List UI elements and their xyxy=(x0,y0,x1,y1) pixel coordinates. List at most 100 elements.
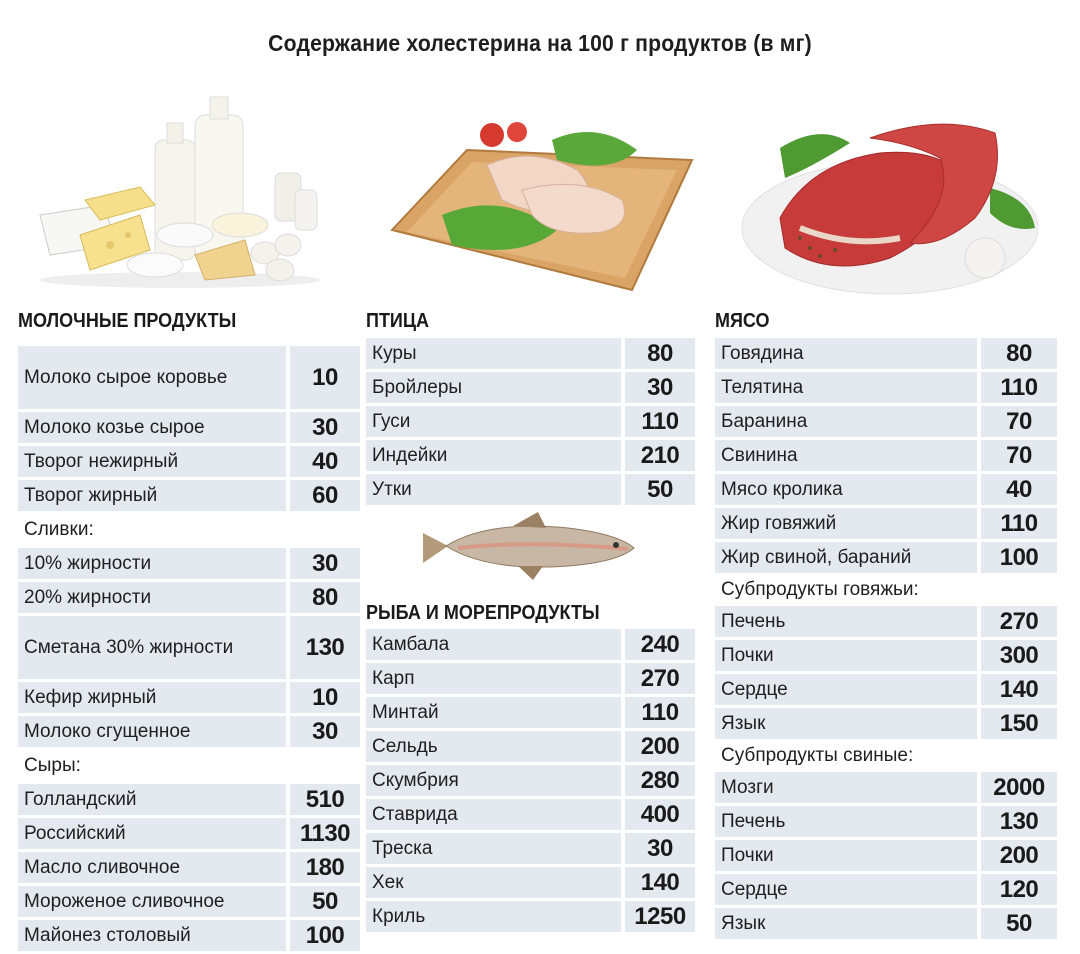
product-name: Хек xyxy=(366,867,621,898)
product-name: Печень xyxy=(715,806,977,837)
cholesterol-value: 50 xyxy=(625,474,695,505)
table-row: 20% жирности 80 xyxy=(18,582,360,613)
product-name: Индейки xyxy=(366,440,621,471)
cholesterol-value: 30 xyxy=(625,833,695,864)
table-row: Творог нежирный 40 xyxy=(18,446,360,477)
product-name: Гуси xyxy=(366,406,621,437)
product-name: Почки xyxy=(715,640,977,671)
cholesterol-value: 50 xyxy=(290,886,360,917)
table-row: Почки 200 xyxy=(715,840,1057,871)
product-name: Жир говяжий xyxy=(715,508,977,539)
cholesterol-value: 30 xyxy=(290,716,360,747)
table-row: Субпродукты говяжьи: xyxy=(715,576,1057,603)
table-row: Бройлеры 30 xyxy=(366,372,695,403)
cholesterol-value: 30 xyxy=(625,372,695,403)
table-row: Ставрида 400 xyxy=(366,799,695,830)
table-row: Кефир жирный 10 xyxy=(18,682,360,713)
product-name: Язык xyxy=(715,908,977,939)
cholesterol-value: 70 xyxy=(981,406,1057,437)
product-name: Сердце xyxy=(715,874,977,905)
cholesterol-value: 70 xyxy=(981,440,1057,471)
table-row: Почки 300 xyxy=(715,640,1057,671)
product-name: Баранина xyxy=(715,406,977,437)
product-name: Утки xyxy=(366,474,621,505)
product-name: Камбала xyxy=(366,629,621,660)
page-title: Содержание холестерина на 100 г продукто… xyxy=(268,30,812,56)
table-row: Гуси 110 xyxy=(366,406,695,437)
cholesterol-value: 200 xyxy=(625,731,695,762)
table-row: Российский 1130 xyxy=(18,818,360,849)
cholesterol-value: 80 xyxy=(625,338,695,369)
cholesterol-value: 110 xyxy=(625,697,695,728)
table-row: Сливки: xyxy=(18,514,360,545)
cholesterol-value: 270 xyxy=(625,663,695,694)
product-name: Ставрида xyxy=(366,799,621,830)
product-name: Молоко козье сырое xyxy=(18,412,286,443)
cholesterol-value: 30 xyxy=(290,412,360,443)
cholesterol-value: 80 xyxy=(981,338,1057,369)
product-name: Голландский xyxy=(18,784,286,815)
cholesterol-value: 2000 xyxy=(981,772,1057,803)
fish-heading: РЫБА И МОРЕПРОДУКТЫ xyxy=(366,602,600,624)
table-row: Куры 80 xyxy=(366,338,695,369)
table-row: Сыры: xyxy=(18,750,360,781)
product-name: Печень xyxy=(715,606,977,637)
product-name: Куры xyxy=(366,338,621,369)
table-row: Сердце 120 xyxy=(715,874,1057,905)
table-row: Хек 140 xyxy=(366,867,695,898)
product-name: Мясо кролика xyxy=(715,474,977,505)
cholesterol-value: 280 xyxy=(625,765,695,796)
cholesterol-value: 510 xyxy=(290,784,360,815)
dairy-heading: МОЛОЧНЫЕ ПРОДУКТЫ xyxy=(18,310,237,332)
product-name: Сельдь xyxy=(366,731,621,762)
product-name: Говядина xyxy=(715,338,977,369)
dairy-products-image xyxy=(39,96,320,288)
cholesterol-value: 150 xyxy=(981,708,1057,739)
product-name: Субпродукты говяжьи: xyxy=(715,576,1057,603)
cholesterol-value: 10 xyxy=(290,346,360,409)
product-name: Карп xyxy=(366,663,621,694)
product-name: Телятина xyxy=(715,372,977,403)
cholesterol-value: 120 xyxy=(981,874,1057,905)
cholesterol-value: 110 xyxy=(625,406,695,437)
table-row: Сметана 30% жирности 130 xyxy=(18,616,360,679)
product-name: Субпродукты свиные: xyxy=(715,742,1057,769)
table-row: Язык 150 xyxy=(715,708,1057,739)
table-row: Майонез столовый 100 xyxy=(18,920,360,951)
cholesterol-value: 60 xyxy=(290,480,360,511)
product-name: Почки xyxy=(715,840,977,871)
cholesterol-value: 130 xyxy=(290,616,360,679)
table-row: Камбала 240 xyxy=(366,629,695,660)
cholesterol-value: 270 xyxy=(981,606,1057,637)
product-name: Майонез столовый xyxy=(18,920,286,951)
cholesterol-value: 50 xyxy=(981,908,1057,939)
table-row: Язык 50 xyxy=(715,908,1057,939)
product-name: Сметана 30% жирности xyxy=(18,616,286,679)
cholesterol-value: 180 xyxy=(290,852,360,883)
cholesterol-value: 100 xyxy=(290,920,360,951)
table-row: Масло сливочное 180 xyxy=(18,852,360,883)
table-row: Криль 1250 xyxy=(366,901,695,932)
product-name: Мороженое сливочное xyxy=(18,886,286,917)
cholesterol-value: 40 xyxy=(981,474,1057,505)
cholesterol-value: 110 xyxy=(981,508,1057,539)
product-name: Свинина xyxy=(715,440,977,471)
product-name: Масло сливочное xyxy=(18,852,286,883)
cholesterol-value: 300 xyxy=(981,640,1057,671)
cholesterol-value: 210 xyxy=(625,440,695,471)
product-name: Творог жирный xyxy=(18,480,286,511)
product-name: Сыры: xyxy=(18,750,360,781)
table-row: Голландский 510 xyxy=(18,784,360,815)
table-row: Утки 50 xyxy=(366,474,695,505)
product-name: Российский xyxy=(18,818,286,849)
cholesterol-value: 1130 xyxy=(290,818,360,849)
product-name: Жир свиной, бараний xyxy=(715,542,977,573)
product-name: Скумбрия xyxy=(366,765,621,796)
product-name: Треска xyxy=(366,833,621,864)
product-name: Сливки: xyxy=(18,514,360,545)
cholesterol-value: 100 xyxy=(981,542,1057,573)
product-name: Молоко сгущенное xyxy=(18,716,286,747)
product-name: Бройлеры xyxy=(366,372,621,403)
table-row: 10% жирности 30 xyxy=(18,548,360,579)
cholesterol-value: 40 xyxy=(290,446,360,477)
